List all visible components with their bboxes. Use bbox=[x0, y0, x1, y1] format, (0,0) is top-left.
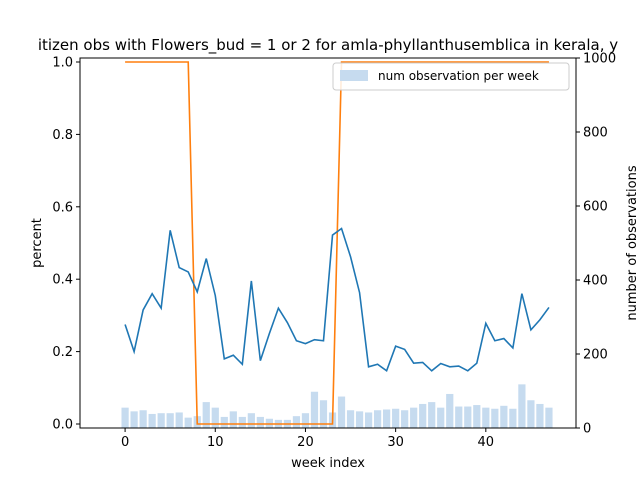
observation-bar bbox=[364, 412, 373, 428]
y-tick-label: 0.4 bbox=[52, 273, 73, 288]
observation-bar bbox=[482, 407, 490, 428]
observation-bar bbox=[238, 416, 246, 428]
observation-bar bbox=[166, 413, 174, 428]
observation-bar bbox=[355, 411, 364, 428]
observation-bar bbox=[473, 405, 481, 428]
observation-bar bbox=[509, 408, 517, 428]
y2-tick-label: 0 bbox=[583, 422, 591, 437]
x-axis-label: week index bbox=[291, 456, 365, 471]
observation-bar bbox=[464, 406, 472, 428]
axis-ticks: 0 10 20 30 40 0.0 0.2 0.4 0.6 0.8 1.0 0 200 400 600 800… bbox=[52, 52, 616, 451]
y2-tick-label: 400 bbox=[583, 274, 608, 289]
observation-bar bbox=[148, 413, 156, 428]
y2-tick-label: 1000 bbox=[583, 52, 616, 67]
observation-bar bbox=[157, 413, 165, 428]
observation-bar bbox=[455, 406, 463, 428]
observation-bar bbox=[247, 413, 255, 428]
y2-axis-label: number of observations bbox=[625, 165, 640, 320]
observation-bar bbox=[527, 400, 535, 428]
y-axis-label: percent bbox=[30, 218, 45, 268]
x-tick-label: 0 bbox=[121, 435, 129, 450]
observation-bar bbox=[184, 417, 192, 428]
y-tick-label: 0.2 bbox=[52, 345, 73, 360]
y2-tick-label: 800 bbox=[583, 126, 608, 141]
observation-bar bbox=[319, 400, 328, 428]
chart-title: itizen obs with Flowers_bud = 1 or 2 for… bbox=[38, 36, 618, 55]
observation-bar bbox=[491, 408, 499, 428]
legend-swatch bbox=[340, 70, 368, 81]
observation-bar bbox=[419, 403, 427, 428]
y-tick-label: 0.8 bbox=[52, 128, 73, 143]
observation-bar bbox=[401, 410, 409, 428]
y-tick-label: 1.0 bbox=[52, 56, 73, 71]
y2-tick-label: 200 bbox=[583, 348, 608, 363]
x-tick-label: 10 bbox=[207, 435, 224, 450]
observation-bar bbox=[256, 416, 264, 428]
observation-bar bbox=[130, 411, 138, 428]
x-tick-label: 20 bbox=[297, 435, 314, 450]
observation-bar bbox=[292, 416, 301, 428]
y-tick-label: 0.0 bbox=[52, 418, 73, 433]
percent-series-line bbox=[124, 227, 550, 373]
observation-bar bbox=[500, 405, 508, 428]
observation-bar bbox=[220, 416, 228, 428]
plot-frame bbox=[79, 57, 577, 429]
observation-bar bbox=[437, 407, 445, 428]
series-lines bbox=[124, 61, 550, 425]
observation-bar bbox=[518, 384, 526, 428]
observation-bar bbox=[346, 410, 355, 428]
observation-bars bbox=[121, 384, 553, 428]
observation-bar bbox=[410, 407, 418, 428]
observation-bar bbox=[545, 407, 553, 428]
observation-bar bbox=[383, 409, 391, 428]
observation-bar bbox=[428, 402, 436, 428]
y-tick-label: 0.6 bbox=[52, 200, 73, 215]
observation-bar bbox=[121, 407, 129, 428]
legend: num observation per week bbox=[332, 62, 570, 91]
binary-series-line bbox=[125, 61, 549, 425]
observation-bar bbox=[373, 410, 382, 428]
observation-bar bbox=[301, 413, 310, 428]
x-tick-label: 30 bbox=[387, 435, 404, 450]
observation-bar bbox=[139, 410, 147, 428]
observation-bar bbox=[337, 396, 346, 428]
legend-box bbox=[332, 62, 570, 91]
observation-bar bbox=[229, 411, 237, 428]
observation-bar bbox=[536, 403, 544, 428]
x-tick-label: 40 bbox=[478, 435, 495, 450]
observation-bar bbox=[392, 408, 400, 428]
observation-bar bbox=[446, 393, 454, 428]
observation-bar bbox=[310, 391, 319, 428]
y2-tick-label: 600 bbox=[583, 200, 608, 215]
legend-label: num observation per week bbox=[378, 69, 539, 83]
observation-bar bbox=[211, 407, 219, 428]
observation-bar bbox=[202, 402, 210, 428]
observation-bar bbox=[175, 412, 183, 428]
